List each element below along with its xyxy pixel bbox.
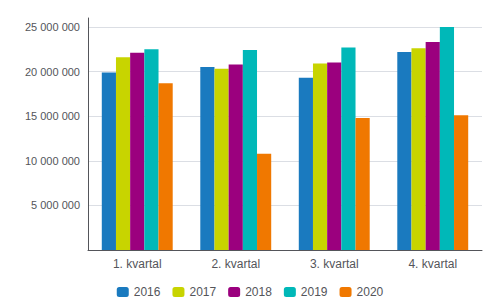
svg-text:2017: 2017 bbox=[189, 285, 216, 299]
svg-text:2019: 2019 bbox=[301, 285, 328, 299]
svg-text:2. kvartal: 2. kvartal bbox=[211, 257, 260, 271]
svg-text:25 000 000: 25 000 000 bbox=[25, 21, 80, 33]
svg-text:10 000 000: 10 000 000 bbox=[25, 155, 80, 167]
svg-text:3. kvartal: 3. kvartal bbox=[310, 257, 359, 271]
svg-text:2016: 2016 bbox=[134, 285, 161, 299]
svg-text:20 000 000: 20 000 000 bbox=[25, 66, 80, 78]
svg-text:1. kvartal: 1. kvartal bbox=[113, 257, 162, 271]
svg-text:15 000 000: 15 000 000 bbox=[25, 110, 80, 122]
svg-text:2020: 2020 bbox=[357, 285, 384, 299]
svg-text:5 000 000: 5 000 000 bbox=[31, 199, 80, 211]
svg-text:2018: 2018 bbox=[245, 285, 272, 299]
svg-text:4. kvartal: 4. kvartal bbox=[408, 257, 457, 271]
